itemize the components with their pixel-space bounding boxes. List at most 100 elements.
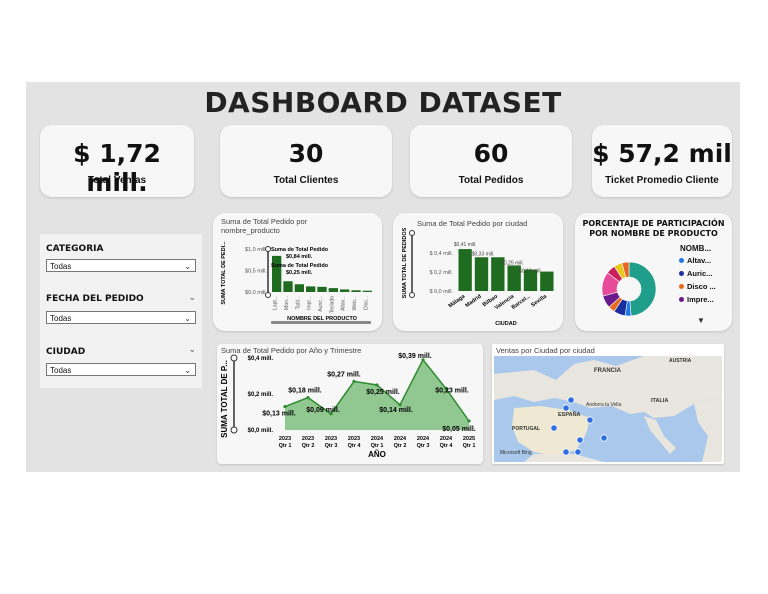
slider-handle bbox=[230, 354, 238, 362]
x-tick-label: Auric... bbox=[318, 296, 324, 312]
map-label: Andorra la Vella bbox=[586, 402, 622, 408]
x-tick-quarter: Qtr 4 bbox=[440, 443, 454, 449]
pie-slice bbox=[621, 261, 630, 278]
x-tick-quarter: Qtr 3 bbox=[417, 443, 430, 449]
legend-more-icon[interactable]: ▼ bbox=[697, 316, 705, 325]
map-label: AUSTRIA bbox=[669, 358, 692, 364]
chevron-down-icon: ⌄ bbox=[184, 314, 191, 323]
kpi-label: Total Ventas bbox=[87, 175, 147, 186]
pie-chart-title: PORCENTAJE DE PARTICIPACIÓN POR NOMBRE D… bbox=[582, 219, 725, 238]
pie-chart-card[interactable]: PORCENTAJE DE PARTICIPACIÓN POR NOMBRE D… bbox=[575, 213, 732, 331]
x-axis-label: NOMBRE DEL PRODUCTO bbox=[287, 316, 357, 322]
legend-item[interactable]: Auric... bbox=[679, 269, 716, 282]
product-bar-chart: SUMA TOTAL DE PEDI... $1,0 mill. $0,5 mill… bbox=[221, 241, 372, 324]
map-label: PORTUGAL bbox=[512, 426, 540, 432]
legend-dot-icon bbox=[679, 284, 684, 289]
x-tick-quarter: Qtr 3 bbox=[325, 443, 338, 449]
y-tick-label: $0,4 mill. bbox=[248, 356, 274, 362]
bar bbox=[283, 281, 293, 292]
chevron-down-icon[interactable]: ⌄ bbox=[188, 292, 196, 302]
x-tick-year: 2025 bbox=[463, 436, 475, 442]
data-point bbox=[398, 403, 402, 407]
annotation: Suma de Total Pedido bbox=[271, 247, 329, 253]
kpi-total-pedidos-card[interactable]: 60 Total Pedidos bbox=[410, 125, 572, 197]
data-point bbox=[444, 387, 448, 391]
map-label: ITALIA bbox=[651, 398, 668, 404]
legend-dot-icon bbox=[679, 258, 684, 263]
city-marker bbox=[550, 424, 558, 432]
bar bbox=[317, 286, 327, 292]
filter-ciudad-label: CIUDAD bbox=[46, 347, 86, 357]
product-chart-card[interactable]: Suma de Total Pedido por nombre_producto… bbox=[213, 213, 382, 331]
bar bbox=[328, 288, 338, 292]
x-tick-label: Sevilla bbox=[530, 293, 548, 308]
x-tick-label: Málaga bbox=[448, 293, 467, 309]
y-tick-label: $0,5 mill. bbox=[245, 269, 267, 275]
bar bbox=[294, 284, 304, 292]
filter-categoria-label: CATEGORIA bbox=[46, 244, 104, 254]
x-tick-year: 2024 bbox=[440, 436, 453, 442]
chevron-down-icon[interactable]: ⌄ bbox=[188, 344, 196, 354]
kpi-total-clientes-card[interactable]: 30 Total Clientes bbox=[220, 125, 392, 197]
slider-handle bbox=[265, 292, 271, 298]
x-tick-year: 2024 bbox=[394, 436, 407, 442]
x-tick-quarter: Qtr 4 bbox=[348, 443, 362, 449]
map-label: ESPAÑA bbox=[558, 411, 581, 418]
filters-panel: CATEGORIA Todas ⌄ FECHA DEL PEDIDO ⌄ Tod… bbox=[40, 234, 202, 388]
filter-categoria-value: Todas bbox=[50, 262, 72, 271]
kpi-ticket-promedio-card[interactable]: $ 57,2 mil Ticket Promedio Cliente bbox=[592, 125, 732, 197]
city-chart-card[interactable]: Suma de Total Pedido por ciudad SUMA TOT… bbox=[393, 213, 563, 331]
area-fill bbox=[285, 359, 469, 430]
x-tick-year: 2023 bbox=[348, 436, 360, 442]
legend-item[interactable]: Disco ... bbox=[679, 282, 716, 295]
y-tick-label: $0,0 mill. bbox=[248, 428, 274, 434]
kpi-label: Total Pedidos bbox=[458, 175, 524, 186]
filter-ciudad-dropdown[interactable]: Todas ⌄ bbox=[46, 363, 196, 376]
city-marker bbox=[574, 448, 582, 456]
scrollbar bbox=[271, 321, 371, 324]
data-label: $0,18 mill. bbox=[288, 388, 322, 395]
kpi-total-ventas-card[interactable]: $ 1,72 mill. Total Ventas bbox=[40, 125, 194, 197]
map-card[interactable]: Ventas por Ciudad por ciudad FRANCIA AUST… bbox=[492, 344, 724, 464]
data-point bbox=[329, 412, 333, 416]
data-label: $0,09 mill. bbox=[306, 407, 340, 414]
trend-chart-card[interactable]: Suma de Total Pedido por Año y Trimestre… bbox=[217, 344, 483, 464]
sales-map[interactable]: FRANCIA AUSTRIA ITALIA ESPAÑA PORTUGAL Andorr… bbox=[494, 356, 722, 462]
city-marker bbox=[576, 436, 584, 444]
legend-item[interactable]: Altav... bbox=[679, 256, 716, 269]
chevron-down-icon: ⌄ bbox=[184, 262, 191, 271]
product-chart-title: Suma de Total Pedido por nombre_producto bbox=[221, 217, 308, 235]
x-tick-year: 2024 bbox=[371, 436, 384, 442]
pie-slice bbox=[628, 261, 657, 317]
data-point bbox=[352, 379, 356, 383]
y-axis-label: SUMA TOTAL DE PEDI... bbox=[221, 241, 227, 305]
bar bbox=[491, 257, 505, 291]
legend-item[interactable]: Impre... bbox=[679, 295, 716, 308]
bar bbox=[474, 257, 489, 291]
legend-label: Altav... bbox=[687, 256, 712, 265]
x-tick-label: Web... bbox=[352, 296, 358, 310]
y-tick-label: $0,2 mill. bbox=[248, 392, 274, 398]
filter-ciudad-value: Todas bbox=[50, 366, 72, 375]
filter-categoria-dropdown[interactable]: Todas ⌄ bbox=[46, 259, 196, 272]
city-bar-chart: SUMA TOTAL DE PEDIDOS $ 0,4 mill. $ 0,2 mi… bbox=[402, 227, 554, 327]
data-label: $0,13 mill. bbox=[262, 411, 296, 418]
map-label: Microsoft Bing bbox=[500, 450, 532, 456]
x-tick-year: 2023 bbox=[302, 436, 314, 442]
data-point bbox=[283, 405, 287, 409]
filter-fecha-dropdown[interactable]: Todas ⌄ bbox=[46, 311, 196, 324]
y-axis-label: SUMA TOTAL DE P... bbox=[220, 360, 229, 438]
city-chart-title: Suma de Total Pedido por ciudad bbox=[417, 219, 528, 228]
slider-handle bbox=[265, 246, 271, 252]
city-marker bbox=[600, 434, 608, 442]
kpi-value: 60 bbox=[473, 139, 509, 168]
bar bbox=[362, 290, 372, 292]
data-label: $0,25 mill. bbox=[366, 389, 400, 396]
map-label: FRANCIA bbox=[594, 368, 622, 374]
data-label: $0,19 mill. bbox=[519, 269, 542, 275]
x-tick-label: Lapt... bbox=[273, 296, 279, 310]
annotation: $0,84 mill. bbox=[286, 254, 313, 260]
city-marker bbox=[562, 404, 570, 412]
bar bbox=[272, 255, 282, 292]
slider-handle bbox=[409, 292, 415, 298]
